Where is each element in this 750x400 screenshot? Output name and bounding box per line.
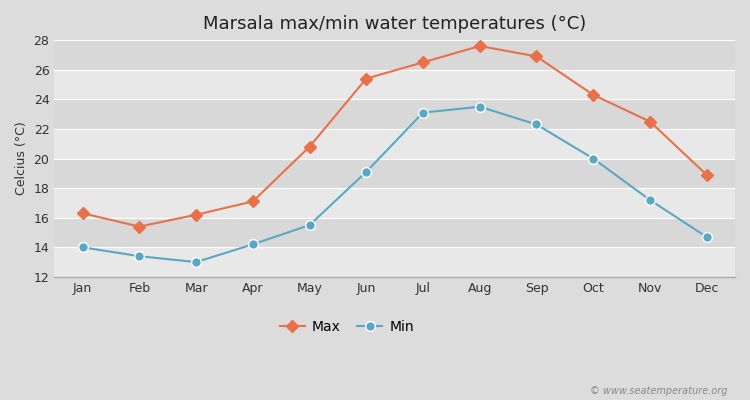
Min bbox=[248, 242, 257, 247]
Max bbox=[135, 224, 144, 229]
Max bbox=[476, 44, 484, 48]
Bar bbox=[54, 158, 735, 188]
Max bbox=[419, 60, 428, 65]
Max bbox=[589, 92, 598, 97]
Min bbox=[646, 198, 655, 202]
Text: © www.seatemperature.org: © www.seatemperature.org bbox=[590, 386, 728, 396]
Min bbox=[702, 234, 711, 239]
Bar bbox=[54, 218, 735, 247]
Max bbox=[305, 144, 314, 149]
Legend: Max, Min: Max, Min bbox=[274, 315, 419, 340]
Min bbox=[305, 223, 314, 228]
Min bbox=[362, 170, 370, 174]
Max bbox=[532, 54, 541, 59]
Max bbox=[248, 199, 257, 204]
Min bbox=[78, 245, 87, 250]
Max bbox=[646, 119, 655, 124]
Bar bbox=[54, 129, 735, 158]
Title: Marsala max/min water temperatures (°C): Marsala max/min water temperatures (°C) bbox=[203, 15, 586, 33]
Min bbox=[532, 122, 541, 127]
Line: Min: Min bbox=[78, 102, 712, 267]
Min bbox=[476, 104, 484, 109]
Min bbox=[191, 260, 200, 264]
Bar bbox=[54, 99, 735, 129]
Y-axis label: Celcius (°C): Celcius (°C) bbox=[15, 122, 28, 195]
Min bbox=[589, 156, 598, 161]
Max bbox=[362, 76, 370, 81]
Max bbox=[191, 212, 200, 217]
Bar bbox=[54, 188, 735, 218]
Max bbox=[702, 172, 711, 177]
Max bbox=[78, 211, 87, 216]
Bar bbox=[54, 40, 735, 70]
Min bbox=[135, 254, 144, 258]
Min bbox=[419, 110, 428, 115]
Bar bbox=[54, 247, 735, 277]
Bar bbox=[54, 70, 735, 99]
Line: Max: Max bbox=[79, 42, 711, 231]
